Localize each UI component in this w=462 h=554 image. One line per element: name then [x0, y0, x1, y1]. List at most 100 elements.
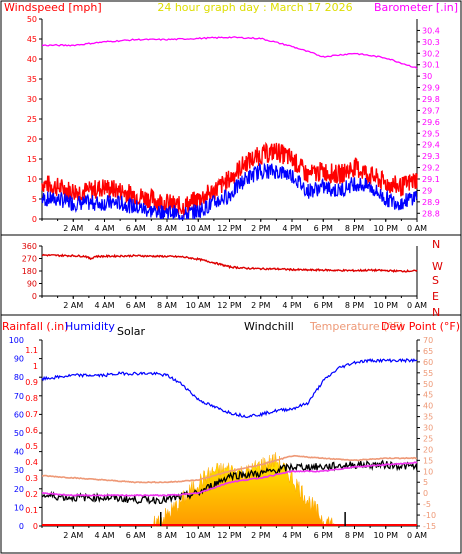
p1-xtick-label: 2 AM: [63, 224, 83, 233]
p2-ytick-label: 0: [32, 292, 37, 301]
p1-xtick-label: 6 PM: [314, 224, 333, 233]
p1-ytick-label: 15: [27, 155, 37, 164]
compass-label: N: [432, 306, 440, 319]
p3-humidity-tick-label: 60: [14, 410, 24, 419]
p2-ytick-label: 180: [22, 267, 37, 276]
p1-ytick-label: 10: [27, 175, 37, 184]
p1-y2tick-label: 29.5: [422, 129, 440, 138]
compass-label: S: [432, 274, 439, 287]
p1-y2tick-label: 30: [422, 72, 432, 81]
p1-xtick-label: 8 AM: [157, 224, 177, 233]
temperature-line: [41, 454, 418, 484]
p1-y2tick-label: 28.9: [422, 198, 440, 207]
humidity-title: Humidity: [65, 320, 115, 333]
windspeed-title: Windspeed [mph]: [4, 1, 102, 14]
dewpoint-line: [41, 461, 418, 497]
p1-y2tick-label: 30.1: [422, 61, 440, 70]
p2-xtick-label: 6 PM: [314, 301, 333, 310]
p1-ytick-label: 5: [32, 195, 37, 204]
p2-xtick-label: 10 PM: [374, 301, 399, 310]
p3-rain-tick-label: 0.7: [25, 410, 38, 419]
p2-xtick-label: 12 PM: [217, 301, 242, 310]
p3-humidity-tick-label: 100: [9, 336, 24, 345]
p1-xtick-label: 0 AM: [407, 224, 427, 233]
compass-label: E: [432, 290, 439, 303]
p3-temp-tick-label: 30: [423, 424, 433, 433]
p2-xtick-label: 4 PM: [282, 301, 301, 310]
p3-rain-tick-label: 1.1: [25, 346, 38, 355]
p1-xtick-label: 2 PM: [251, 224, 270, 233]
p3-temp-tick-label: 65: [423, 347, 433, 356]
p3-temp-tick-label: 0: [423, 489, 428, 498]
p3-temp-tick-label: -15: [423, 522, 436, 531]
p2-xtick-label: 6 AM: [126, 301, 146, 310]
p1-y2tick-label: 29.7: [422, 106, 440, 115]
solar-title: Solar: [117, 325, 146, 338]
windspeed-avg-line: [41, 162, 418, 221]
p3-temp-tick-label: 35: [423, 413, 433, 422]
p3-temp-tick-label: 10: [423, 467, 433, 476]
p2-xtick-label: 8 AM: [157, 301, 177, 310]
p3-rain-tick-label: 0.9: [25, 378, 38, 387]
p1-y2tick-label: 28.8: [422, 209, 440, 218]
windspeed-gust-line: [41, 141, 418, 218]
p3-humidity-tick-label: 80: [14, 373, 24, 382]
windchill-line: [41, 459, 418, 505]
p2-ytick-label: 90: [27, 280, 37, 289]
p3-humidity-tick-label: 90: [14, 355, 24, 364]
p3-humidity-tick-label: 40: [14, 448, 24, 457]
p3-temp-tick-label: 70: [423, 336, 433, 345]
graph-date-title: 24 hour graph day : March 17 2026: [157, 1, 352, 14]
p3-temp-tick-label: 25: [423, 434, 433, 443]
p1-y2tick-label: 30.4: [422, 26, 440, 35]
p3-xtick-label: 8 PM: [345, 531, 364, 540]
wind-direction-line: [41, 253, 418, 274]
compass-label: W: [432, 260, 443, 273]
p1-xtick-label: 4 AM: [94, 224, 114, 233]
p2-xtick-label: 2 AM: [63, 301, 83, 310]
p3-rain-tick-label: 0.2: [25, 490, 38, 499]
p1-ytick-label: 45: [27, 35, 37, 44]
rainfall-title: Rainfall (.in): [2, 320, 69, 333]
p3-rain-tick-label: 0.3: [25, 474, 38, 483]
p1-ytick-label: 40: [27, 55, 37, 64]
p3-xtick-label: 0 AM: [407, 531, 427, 540]
p3-rain-tick-label: 0: [33, 522, 38, 531]
p3-xtick-label: 6 AM: [126, 531, 146, 540]
p3-rain-tick-label: 0.4: [25, 458, 38, 467]
p3-xtick-label: 10 PM: [374, 531, 399, 540]
p3-humidity-tick-label: 0: [19, 522, 24, 531]
p3-temp-tick-label: 45: [423, 391, 433, 400]
p1-xtick-label: 10 AM: [186, 224, 211, 233]
p3-xtick-label: 2 PM: [251, 531, 270, 540]
wind-barometer-chart: 0 5 10 15 20 25 30 35 40 45 50 28.8 28.9 29 29.1 29.2 29…: [27, 15, 440, 233]
p2-ytick-label: 270: [22, 255, 37, 264]
p1-xtick-label: 8 PM: [345, 224, 364, 233]
humidity-line: [41, 357, 418, 419]
p3-rain-tick-label: 0.8: [25, 394, 38, 403]
p3-xtick-label: 10 AM: [186, 531, 211, 540]
p3-rain-tick-label: 1: [33, 362, 38, 371]
p3-xtick-label: 6 PM: [314, 531, 333, 540]
p3-xtick-label: 2 AM: [63, 531, 83, 540]
p3-rain-tick-label: 0.5: [25, 442, 38, 451]
p3-xtick-label: 8 AM: [157, 531, 177, 540]
p1-ytick-label: 25: [27, 115, 37, 124]
temperature-title: Temperature (°F): [309, 320, 404, 333]
p1-ytick-label: 0: [32, 215, 37, 224]
p2-xtick-label: 0 AM: [407, 301, 427, 310]
p1-y2tick-label: 30.3: [422, 38, 440, 47]
p3-temp-tick-label: -5: [423, 500, 431, 509]
p3-humidity-tick-label: 30: [14, 466, 24, 475]
barometer-line: [41, 36, 418, 70]
p1-y2tick-label: 29.1: [422, 175, 440, 184]
p1-y2tick-label: 29.4: [422, 141, 440, 150]
p3-humidity-tick-label: 20: [14, 485, 24, 494]
p1-y2tick-label: 29.6: [422, 118, 440, 127]
p1-ytick-label: 20: [27, 135, 37, 144]
p3-humidity-tick-label: 70: [14, 392, 24, 401]
p3-temp-tick-label: 5: [423, 478, 428, 487]
